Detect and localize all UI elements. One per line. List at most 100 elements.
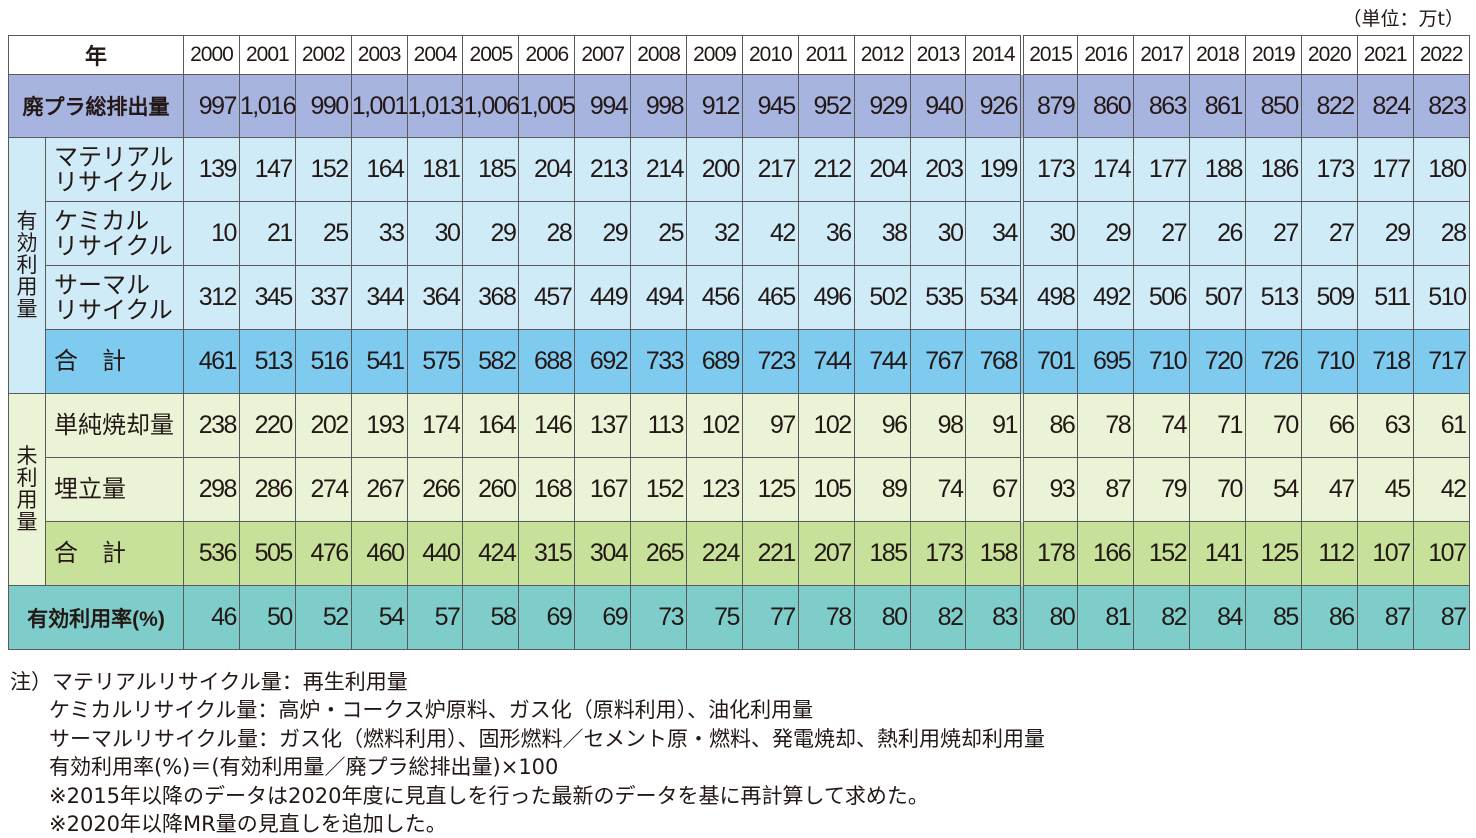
value-cell: 181 [406,137,464,202]
value-cell: 30 [1021,201,1079,266]
notes: 注）マテリアルリサイクル量：再生利用量 ケミカルリサイクル量：高炉・コークス炉原… [10,668,1045,838]
value-cell: 863 [1133,74,1191,138]
value-cell: 260 [462,457,520,522]
value-cell: 85 [1244,585,1302,650]
value-cell: 926 [965,74,1024,138]
value-cell: 204 [853,137,911,202]
value-cell: 26 [1189,201,1246,266]
note-line: ※2020年以降MR量の見直しを追加した。 [49,812,447,837]
value-cell: 87 [1412,585,1470,650]
value-cell: 312 [183,265,240,330]
row-label: サーマル リサイクル [44,265,185,330]
row-chemical-recycle: ケミカル リサイクル 10 21 25 33 30 29 28 29 25 32 42 36 38 30 34… [9,201,1470,266]
value-cell: 465 [741,265,799,330]
value-cell: 112 [1300,521,1358,586]
value-cell: 75 [686,585,743,650]
value-cell: 298 [183,457,240,522]
value-cell: 364 [406,265,464,330]
value-cell: 692 [574,329,632,394]
value-cell: 25 [294,201,352,266]
value-cell: 30 [406,201,464,266]
value-cell: 58 [462,585,520,650]
value-cell: 29 [574,201,632,266]
value-cell: 217 [741,137,799,202]
value-cell: 768 [965,329,1024,394]
year-cell: 2015 [1021,35,1079,75]
value-cell: 32 [686,201,743,266]
value-cell: 879 [1021,74,1079,138]
value-cell: 78 [1077,393,1135,458]
value-cell: 86 [1300,585,1358,650]
value-cell: 535 [909,265,967,330]
value-cell: 27 [1133,201,1191,266]
value-cell: 516 [294,329,352,394]
value-cell: 476 [294,521,352,586]
value-cell: 46 [183,585,240,650]
row-effective-rate: 有効利用率(%) 46 50 52 54 57 58 69 69 73 75 77 78 80 82 83 8… [7,585,1470,650]
value-cell: 80 [1021,585,1079,650]
value-cell: 994 [574,74,632,138]
value-cell: 28 [1412,201,1470,266]
value-cell: 689 [686,329,743,394]
value-cell: 767 [909,329,967,394]
value-cell: 1,001 [350,74,408,138]
value-cell: 70 [1244,393,1302,458]
value-cell: 265 [630,521,688,586]
value-cell: 50 [238,585,296,650]
year-cell: 2002 [294,35,352,75]
value-cell: 726 [1244,329,1302,394]
value-cell: 718 [1356,329,1414,394]
value-cell: 717 [1412,329,1470,394]
value-cell: 180 [1412,137,1470,202]
year-cell: 2011 [797,35,855,75]
note-line: ケミカルリサイクル量：高炉・コークス炉原料、ガス化（原料利用）、油化利用量 [49,698,814,723]
value-cell: 87 [1356,585,1414,650]
value-cell: 96 [853,393,911,458]
value-cell: 29 [462,201,520,266]
value-cell: 199 [965,137,1024,202]
value-cell: 123 [686,457,743,522]
row-landfill: 埋立量 298 286 274 267 266 260 168 167 152 123 125 105… [9,457,1470,522]
year-cell: 2014 [965,35,1024,75]
header-row: 年 2000 2001 2002 2003 2004 2005 2006 200… [7,35,1470,75]
value-cell: 502 [853,265,911,330]
value-cell: 212 [797,137,855,202]
year-cell: 2005 [462,35,520,75]
value-cell: 496 [797,265,855,330]
value-cell: 93 [1021,457,1079,522]
unit-label: （単位：万t） [1342,8,1464,30]
value-cell: 424 [462,521,520,586]
value-cell: 73 [630,585,688,650]
value-cell: 541 [350,329,408,394]
value-cell: 440 [406,521,464,586]
value-cell: 152 [294,137,352,202]
value-cell: 173 [1021,137,1079,202]
value-cell: 102 [686,393,743,458]
value-cell: 34 [965,201,1024,266]
value-cell: 1,006 [462,74,520,138]
value-cell: 204 [518,137,576,202]
value-cell: 173 [1300,137,1358,202]
value-cell: 137 [574,393,632,458]
row-thermal-recycle: サーマル リサイクル 312 345 337 344 364 368 457 449 494 456… [9,265,1470,330]
value-cell: 492 [1077,265,1135,330]
value-cell: 582 [462,329,520,394]
value-cell: 945 [741,74,799,138]
value-cell: 10 [183,201,240,266]
value-cell: 158 [965,521,1024,586]
value-cell: 152 [630,457,688,522]
note-line: サーマルリサイクル量：ガス化（燃料利用）、固形燃料／セメント原・燃料、発電焼却、… [49,726,1046,751]
year-cell: 2003 [350,35,408,75]
value-cell: 505 [238,521,296,586]
value-cell: 42 [741,201,799,266]
value-cell: 67 [965,457,1024,522]
note-line: 有効利用率(%)＝(有効利用量／廃プラ総排出量)×100 [49,755,559,780]
value-cell: 929 [853,74,911,138]
row-total-discharge: 廃プラ総排出量 997 1,016 990 1,001 1,013 1,006 1,005 9… [7,74,1470,138]
value-cell: 337 [294,265,352,330]
value-cell: 125 [741,457,799,522]
value-cell: 744 [853,329,911,394]
value-cell: 29 [1356,201,1414,266]
year-header: 年 [7,35,185,75]
year-cell: 2001 [238,35,296,75]
